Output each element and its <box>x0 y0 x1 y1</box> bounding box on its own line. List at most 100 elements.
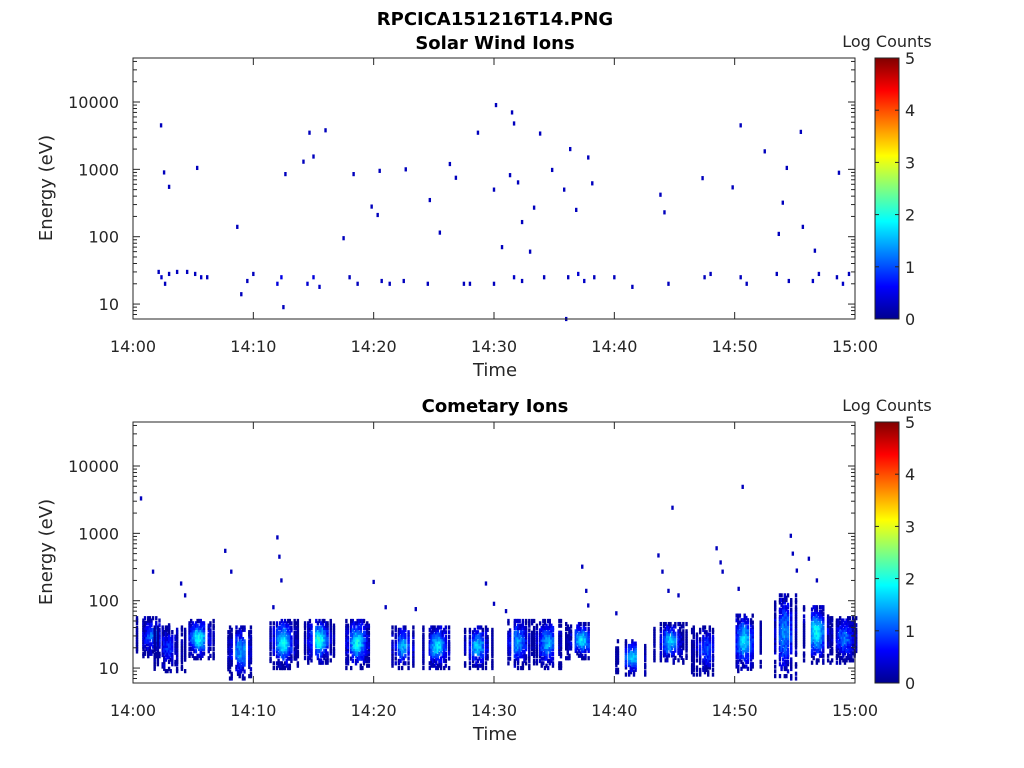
data-cell <box>778 640 782 645</box>
data-cell <box>243 657 246 663</box>
data-cell <box>550 625 553 631</box>
data-cell <box>518 635 521 640</box>
data-cell <box>481 627 484 632</box>
data-cell <box>235 625 238 630</box>
data-cell <box>524 633 528 638</box>
data-cell <box>307 644 310 649</box>
data-cell <box>332 637 336 642</box>
data-cell <box>171 636 174 642</box>
data-cell <box>430 625 433 630</box>
data-cell <box>443 646 446 652</box>
data-cell <box>439 656 443 661</box>
data-cell <box>463 634 467 640</box>
data-cell <box>479 639 483 644</box>
data-cell <box>692 630 695 635</box>
data-cell <box>230 676 233 681</box>
data-cell <box>818 644 822 649</box>
data-cell <box>422 632 425 637</box>
data-cell <box>212 653 215 658</box>
data-cell <box>394 639 397 644</box>
data-cell <box>550 658 553 664</box>
data-cell <box>629 653 632 658</box>
data-cell <box>307 660 310 665</box>
data-cell <box>287 640 290 645</box>
data-cell <box>558 651 561 657</box>
data-cell <box>822 630 825 635</box>
data-cell <box>846 630 850 635</box>
data-cell <box>698 658 702 663</box>
data-cell <box>431 642 435 647</box>
data-cell <box>366 656 369 661</box>
data-cell <box>624 655 628 661</box>
data-cell <box>669 624 672 629</box>
data-cell <box>354 647 358 652</box>
data-cell <box>354 637 358 642</box>
data-cell <box>513 647 517 652</box>
data-cell <box>837 639 840 644</box>
data-cell <box>543 630 547 635</box>
data-cell <box>523 633 526 638</box>
data-cell <box>585 634 589 639</box>
data-cell <box>212 639 215 645</box>
data-cell <box>822 649 825 654</box>
data-cell <box>507 618 510 624</box>
data-cell <box>814 646 817 651</box>
data-cell <box>283 647 287 652</box>
data-cell <box>667 646 671 651</box>
data-cell <box>528 640 531 645</box>
data-cell <box>515 651 518 657</box>
data-cell <box>412 661 415 666</box>
data-cell <box>158 635 161 640</box>
data-cell <box>310 637 313 642</box>
data-cell <box>167 271 171 277</box>
figure-title: RPCICA151216T14.PNG <box>377 9 613 30</box>
data-cell <box>287 665 290 671</box>
data-cell <box>326 637 329 642</box>
data-cell <box>790 647 793 653</box>
data-cell <box>846 623 850 628</box>
data-cell <box>845 623 848 628</box>
data-cell <box>741 643 745 648</box>
data-cell <box>164 652 168 658</box>
data-cell <box>167 625 171 630</box>
data-cell <box>435 627 438 632</box>
data-cell <box>820 639 823 645</box>
data-cell <box>479 637 483 642</box>
data-cell <box>523 658 526 664</box>
data-cell <box>751 652 754 658</box>
data-cell <box>166 648 169 653</box>
data-cell <box>439 663 443 668</box>
data-cell <box>230 674 233 679</box>
data-cell <box>574 629 578 634</box>
data-cell <box>579 626 582 632</box>
data-cell <box>324 632 328 637</box>
data-cell <box>818 614 822 619</box>
data-cell <box>151 649 155 654</box>
data-cell <box>631 284 634 289</box>
data-cell <box>316 635 320 640</box>
data-cell <box>535 649 539 654</box>
data-cell <box>438 661 441 666</box>
data-cell <box>780 624 783 629</box>
data-cell <box>228 650 232 656</box>
data-cell <box>481 630 484 635</box>
data-cell <box>230 632 233 637</box>
data-cell <box>815 605 819 610</box>
data-cell <box>201 635 204 640</box>
data-cell <box>156 634 160 639</box>
data-cell <box>843 660 847 665</box>
data-cell <box>520 625 523 631</box>
data-cell <box>435 654 438 659</box>
data-cell <box>367 663 371 668</box>
data-cell <box>135 637 139 642</box>
data-cell <box>815 649 819 654</box>
data-cell <box>272 625 275 631</box>
data-cell <box>362 647 366 652</box>
data-cell <box>288 649 292 654</box>
data-cell <box>708 648 711 654</box>
data-cell <box>530 651 534 657</box>
data-cell <box>690 627 694 632</box>
data-cell <box>743 632 746 637</box>
data-cell <box>629 655 632 661</box>
data-cell <box>634 641 637 646</box>
